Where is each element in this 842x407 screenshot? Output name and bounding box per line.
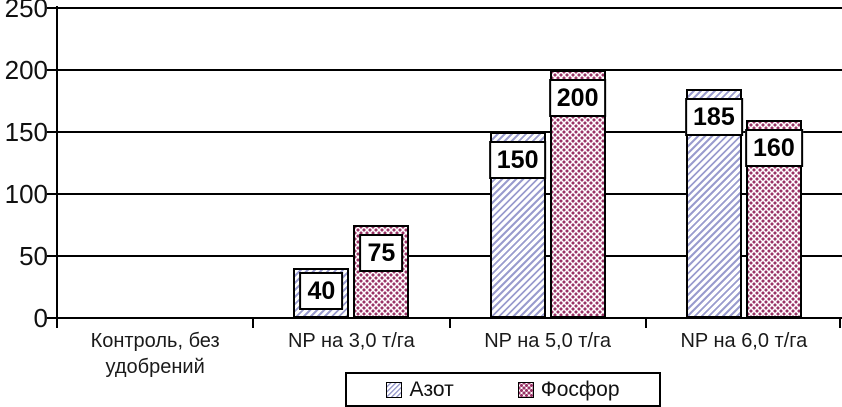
y-axis-tick (47, 69, 57, 71)
legend-label: Азот (409, 378, 454, 401)
bar-value-label: 185 (685, 97, 743, 136)
y-axis-tick (47, 7, 57, 9)
y-axis-tick (47, 131, 57, 133)
category-label: NP на 6,0 т/га (680, 330, 808, 352)
y-axis-tick-label: 150 (4, 117, 48, 147)
bar-value-label: 40 (299, 272, 344, 311)
legend-label: Фосфор (540, 378, 620, 401)
category-label: Контроль, без удобрений (90, 330, 220, 378)
y-axis-tick (47, 193, 57, 195)
bar-value-label: 150 (488, 141, 547, 179)
bar-value-label: 160 (745, 128, 803, 167)
legend-item-azot: Азот (386, 378, 454, 401)
gridline (57, 255, 842, 257)
x-axis-tick (839, 318, 841, 328)
y-axis-tick-label: 100 (4, 179, 48, 209)
x-axis-tick (252, 318, 255, 328)
hatch-swatch-icon (386, 381, 403, 398)
bar-value-label: 200 (548, 79, 607, 117)
x-axis-tick (448, 318, 451, 328)
y-axis-tick-label: 0 (33, 303, 48, 333)
y-axis-tick-label: 250 (4, 0, 48, 23)
gridline (57, 193, 842, 195)
category-label: NP на 5,0 т/га (484, 330, 611, 352)
gridline (57, 131, 842, 133)
legend-item-fosfor: Фосфор (517, 378, 620, 401)
dots-swatch-icon (517, 381, 534, 398)
x-axis-tick (644, 318, 647, 328)
gridline (57, 69, 842, 71)
bar-value-label: 75 (359, 234, 404, 272)
category-label: NP на 3,0 т/га (287, 330, 415, 352)
y-axis-line (56, 6, 58, 328)
y-axis-tick (47, 317, 57, 319)
y-axis-tick (47, 255, 57, 257)
legend: Азот Фосфор (345, 372, 661, 407)
y-axis-tick-label: 50 (19, 241, 48, 271)
y-axis-tick-label: 200 (4, 55, 48, 85)
gridline (57, 7, 842, 9)
